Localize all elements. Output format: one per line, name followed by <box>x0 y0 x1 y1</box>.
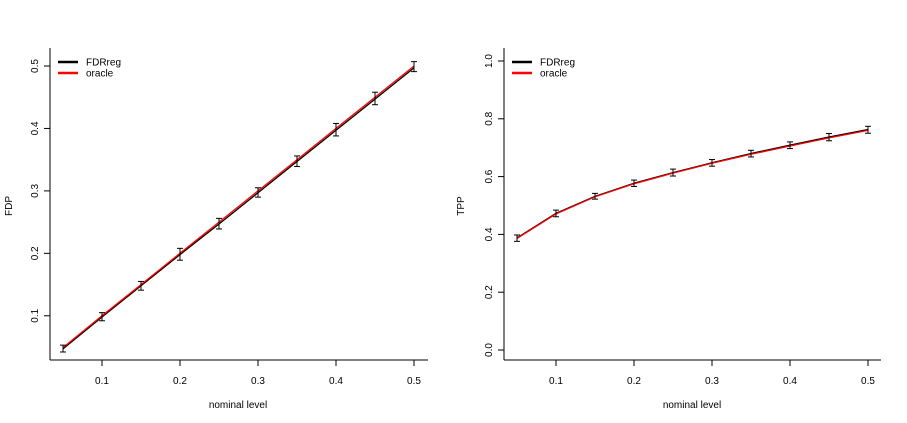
tpp-x-tick-label: 0.4 <box>783 376 797 387</box>
fdp-x-axis-title: nominal level <box>209 400 267 411</box>
tpp-y-tick-label: 0.0 <box>484 343 495 357</box>
fdp-series-fdrreg-line <box>62 67 415 350</box>
fdp-legend-label-fdrreg: FDRreg <box>86 58 121 69</box>
fdp-legend-label-oracle: oracle <box>86 69 114 80</box>
fdp-panel: FDP nominal level 0.1 0.2 0.3 0.4 0.5 0.1 0.2 0… <box>4 48 428 411</box>
fdp-y-tick-label: 0.1 <box>30 308 41 322</box>
tpp-x-tick-label: 0.5 <box>861 376 875 387</box>
fdp-x-tick-label: 0.5 <box>407 376 421 387</box>
tpp-axis-title: TPP <box>456 196 467 216</box>
tpp-y-tick-label: 0.6 <box>484 169 495 183</box>
fdp-y-tick-label: 0.5 <box>30 59 41 73</box>
fdp-y-tick-label: 0.3 <box>30 184 41 198</box>
fdp-y-tick-label: 0.4 <box>30 121 41 135</box>
fdp-series-oracle-line <box>62 65 415 349</box>
tpp-x-tick-label: 0.2 <box>627 376 641 387</box>
tpp-x-tick-label: 0.1 <box>549 376 563 387</box>
tpp-y-tick-label: 0.8 <box>484 111 495 125</box>
fdp-y-tick-label: 0.2 <box>30 246 41 260</box>
tpp-x-tick-label: 0.3 <box>705 376 719 387</box>
tpp-panel: TPP nominal level 0.0 0.2 0.4 0.6 0.8 1.0 0.1 0… <box>456 48 881 411</box>
fdp-x-tick-label: 0.3 <box>251 376 265 387</box>
tpp-y-tick-label: 0.4 <box>484 227 495 241</box>
tpp-y-tick-label: 0.2 <box>484 285 495 299</box>
tpp-series-fdrreg-line <box>516 128 869 239</box>
tpp-legend-label-oracle: oracle <box>540 69 568 80</box>
tpp-legend-label-fdrreg: FDRreg <box>540 58 575 69</box>
tpp-y-tick-label: 1.0 <box>484 54 495 68</box>
fdp-axis-title: FDP <box>4 196 15 216</box>
fdp-x-tick-label: 0.4 <box>329 376 343 387</box>
tpp-x-axis-title: nominal level <box>663 400 721 411</box>
tpp-series-oracle-line <box>516 129 869 239</box>
fdp-x-tick-label: 0.1 <box>95 376 109 387</box>
fdp-x-tick-label: 0.2 <box>173 376 187 387</box>
